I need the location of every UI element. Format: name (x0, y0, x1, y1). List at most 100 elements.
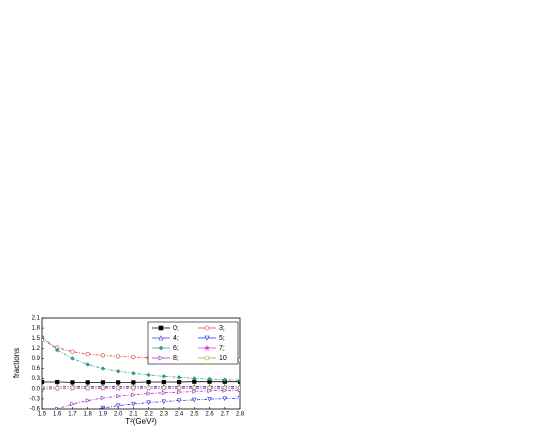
x-tick-label: 1.7 (68, 412, 77, 418)
data-point (55, 379, 60, 385)
data-point (146, 372, 151, 378)
data-point (116, 385, 121, 390)
legend-marker (204, 355, 210, 361)
series-line (42, 339, 240, 361)
series-line (42, 386, 240, 388)
data-point (85, 351, 90, 357)
data-point (116, 393, 121, 399)
legend-label: 3; (219, 325, 225, 332)
data-point (85, 362, 90, 367)
legend-label: 4; (173, 335, 179, 342)
x-tick-label: 1.6 (53, 412, 62, 418)
x-tick-label: 2.8 (236, 412, 245, 418)
x-tick-label: 2.4 (175, 412, 184, 418)
series-line (42, 336, 240, 381)
data-point (161, 379, 166, 385)
legend-marker (204, 335, 210, 341)
data-point (161, 385, 166, 390)
y-tick-label: 1.5 (32, 336, 41, 342)
data-point (237, 385, 240, 390)
legend-marker (203, 344, 211, 351)
data-point (55, 386, 60, 391)
data-point (100, 366, 106, 371)
series-line (42, 381, 240, 383)
x-tick-label: 1.9 (99, 412, 108, 418)
x-tick-label: 1.8 (84, 412, 93, 418)
data-point (176, 375, 182, 380)
data-point (100, 353, 106, 358)
data-point (176, 385, 182, 390)
data-point (207, 388, 213, 394)
data-point (55, 347, 60, 353)
series-line (56, 389, 240, 409)
legend-label: 8; (173, 355, 179, 362)
legend-marker (158, 325, 164, 331)
data-point (192, 385, 197, 390)
data-point (70, 356, 75, 361)
legend-marker (158, 355, 164, 361)
data-point (100, 385, 106, 390)
x-tick-label: 1.5 (38, 412, 47, 418)
series-line (42, 388, 240, 390)
data-point (176, 379, 182, 385)
data-point (116, 354, 121, 359)
data-point (115, 403, 121, 409)
data-point (85, 398, 91, 403)
data-point (85, 385, 90, 390)
data-point (131, 392, 136, 398)
y-tick-label: 1.8 (32, 326, 41, 332)
x-tick-label: 2.6 (205, 412, 214, 418)
data-point (161, 374, 167, 379)
x-axis-label: T²(GeV²) (125, 417, 157, 426)
data-point (70, 349, 75, 354)
data-point (192, 397, 197, 403)
series-line (95, 397, 240, 409)
data-point (222, 377, 227, 382)
data-point (222, 396, 228, 402)
data-point (100, 380, 106, 385)
y-axis-label: fractions (12, 348, 21, 378)
data-point (237, 396, 240, 401)
data-point (42, 386, 45, 391)
y-tick-label: 1.2 (32, 346, 41, 352)
y-tick-label: 0.3 (32, 376, 41, 382)
legend-label: 5; (219, 335, 225, 342)
data-point (146, 379, 151, 385)
x-tick-label: 2.5 (190, 412, 199, 418)
data-point (116, 380, 121, 385)
data-point (70, 385, 75, 390)
data-point (146, 391, 152, 396)
y-tick-label: 0.6 (32, 366, 41, 372)
data-point (70, 380, 75, 385)
data-point (70, 401, 75, 407)
legend-marker (204, 325, 210, 331)
data-point (222, 385, 227, 390)
legend-label: 0; (173, 325, 179, 332)
x-tick-label: 2.3 (160, 412, 169, 418)
x-tick-label: 2.0 (114, 412, 123, 418)
y-tick-label: 0.9 (32, 356, 41, 362)
data-point (207, 376, 212, 382)
legend-marker (158, 335, 164, 341)
data-point (161, 399, 167, 405)
data-point (131, 354, 136, 360)
plot-frame (41, 317, 241, 410)
data-point (131, 401, 136, 407)
data-point (237, 378, 240, 383)
legend-label: 6; (173, 345, 179, 352)
data-point (55, 421, 59, 425)
y-tick-label: 0.0 (32, 386, 41, 392)
data-point (146, 400, 151, 406)
data-point (85, 380, 90, 385)
data-point (115, 369, 121, 374)
x-tick-label: 2.7 (221, 412, 230, 418)
data-point (237, 358, 240, 363)
y-tick-label: -0.6 (30, 407, 41, 413)
data-point (100, 395, 106, 401)
data-point (42, 379, 45, 385)
data-point (176, 389, 182, 395)
legend-label: 7; (219, 345, 225, 352)
x-tick-label: 2.1 (129, 412, 138, 418)
data-point (131, 385, 136, 390)
data-point (40, 431, 44, 435)
